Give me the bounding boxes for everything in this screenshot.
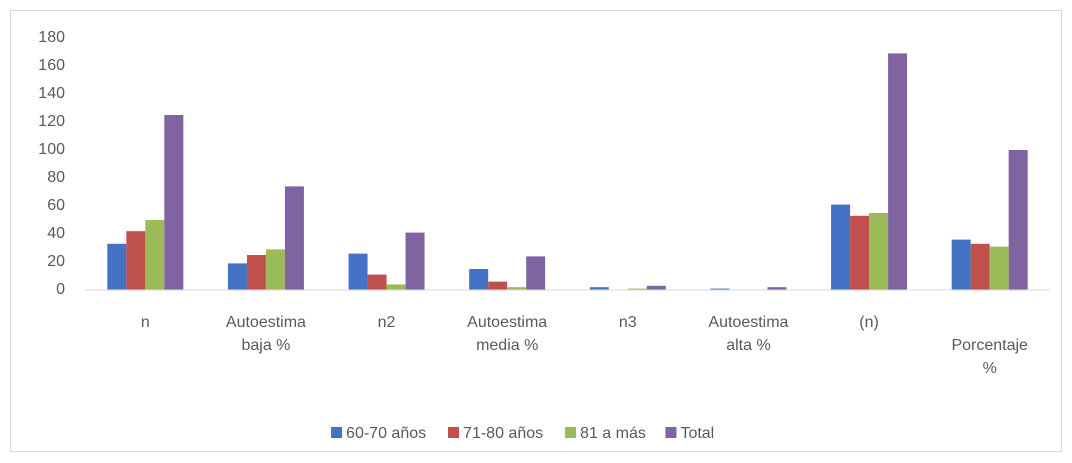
bar <box>646 285 666 290</box>
x-tick-label: (n) <box>859 314 879 331</box>
bar <box>469 269 489 290</box>
bar <box>386 284 406 290</box>
bar <box>145 220 165 290</box>
bar <box>265 249 285 290</box>
bar <box>126 231 146 290</box>
bar <box>348 253 368 290</box>
legend-swatch <box>331 427 343 438</box>
y-tick-label: 180 <box>38 29 65 46</box>
bar <box>989 246 1009 290</box>
legend-label: 71-80 años <box>463 425 543 442</box>
legend-label: 60-70 años <box>346 425 426 442</box>
y-tick-label: 40 <box>47 225 65 242</box>
x-tick-label: n <box>140 314 150 331</box>
x-tick-label: Autoestima baja % <box>225 314 306 354</box>
bar <box>970 243 990 290</box>
x-tick-label: n2 <box>377 314 396 331</box>
bar <box>850 215 870 290</box>
bar <box>507 287 527 290</box>
legend-label: Total <box>680 425 714 442</box>
y-tick-label: 140 <box>38 85 65 102</box>
bar <box>627 288 647 290</box>
y-tick-label: 120 <box>38 113 65 130</box>
bar <box>488 281 508 290</box>
x-tick-label: Autoestima media % <box>467 314 548 354</box>
bar <box>227 263 247 290</box>
y-tick-label: 80 <box>47 169 65 186</box>
bar <box>869 213 889 290</box>
bar <box>888 53 908 291</box>
x-tick-label: Autoestima alta % <box>708 314 789 354</box>
y-tick-label: 0 <box>56 281 65 298</box>
y-tick-label: 160 <box>38 57 65 74</box>
y-tick-label: 100 <box>38 141 65 158</box>
y-tick-label: 60 <box>47 197 65 214</box>
legend-swatch <box>665 427 677 438</box>
bar <box>710 288 730 290</box>
bar <box>589 287 609 290</box>
bar <box>831 204 851 290</box>
x-tick-label: n3 <box>618 314 637 331</box>
bar <box>767 287 787 290</box>
bar <box>246 255 266 290</box>
legend-label: 81 a más <box>580 425 646 442</box>
bar <box>284 186 304 290</box>
y-tick-label: 20 <box>47 253 65 270</box>
bar <box>405 232 425 290</box>
legend-swatch <box>448 427 460 438</box>
bar <box>526 256 546 290</box>
bar <box>951 239 971 290</box>
bar <box>367 274 387 290</box>
bar <box>1008 150 1028 290</box>
legend-swatch <box>565 427 577 438</box>
x-tick-label: Porcentaje % <box>951 337 1028 377</box>
bar <box>164 115 184 290</box>
bar <box>107 243 127 290</box>
